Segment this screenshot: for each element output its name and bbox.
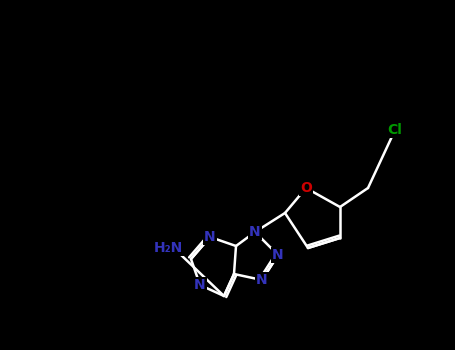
- Text: N: N: [256, 273, 268, 287]
- Text: N: N: [249, 225, 261, 239]
- Text: N: N: [194, 278, 206, 292]
- Text: O: O: [300, 181, 312, 195]
- Text: H₂N: H₂N: [153, 241, 182, 255]
- Text: N: N: [272, 248, 284, 262]
- Text: N: N: [204, 230, 216, 244]
- Text: Cl: Cl: [388, 123, 402, 137]
